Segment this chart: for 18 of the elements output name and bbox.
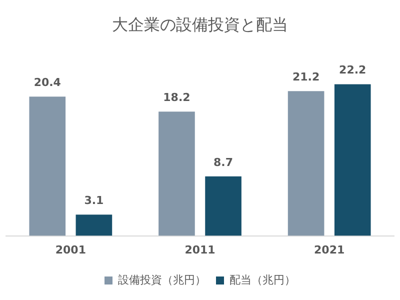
x-tick-label: 2001 xyxy=(55,243,86,256)
legend-label: 配当（兆円） xyxy=(230,273,296,286)
bar xyxy=(205,176,242,236)
data-label: 8.7 xyxy=(214,156,234,169)
x-tick-label: 2011 xyxy=(184,243,216,256)
data-label: 18.2 xyxy=(163,90,190,104)
chart-title: 大企業の設備投資と配当 xyxy=(112,14,288,34)
bar xyxy=(29,96,66,236)
bar xyxy=(158,112,195,236)
data-label: 21.2 xyxy=(292,70,320,84)
data-label: 22.2 xyxy=(339,64,366,77)
legend-label: 設備投資（兆円） xyxy=(118,273,206,286)
data-label: 3.1 xyxy=(84,194,104,208)
x-tick-label: 2021 xyxy=(314,243,345,256)
data-label: 20.4 xyxy=(34,76,62,89)
bar xyxy=(334,84,371,236)
bar xyxy=(76,214,112,236)
bar xyxy=(288,91,324,236)
